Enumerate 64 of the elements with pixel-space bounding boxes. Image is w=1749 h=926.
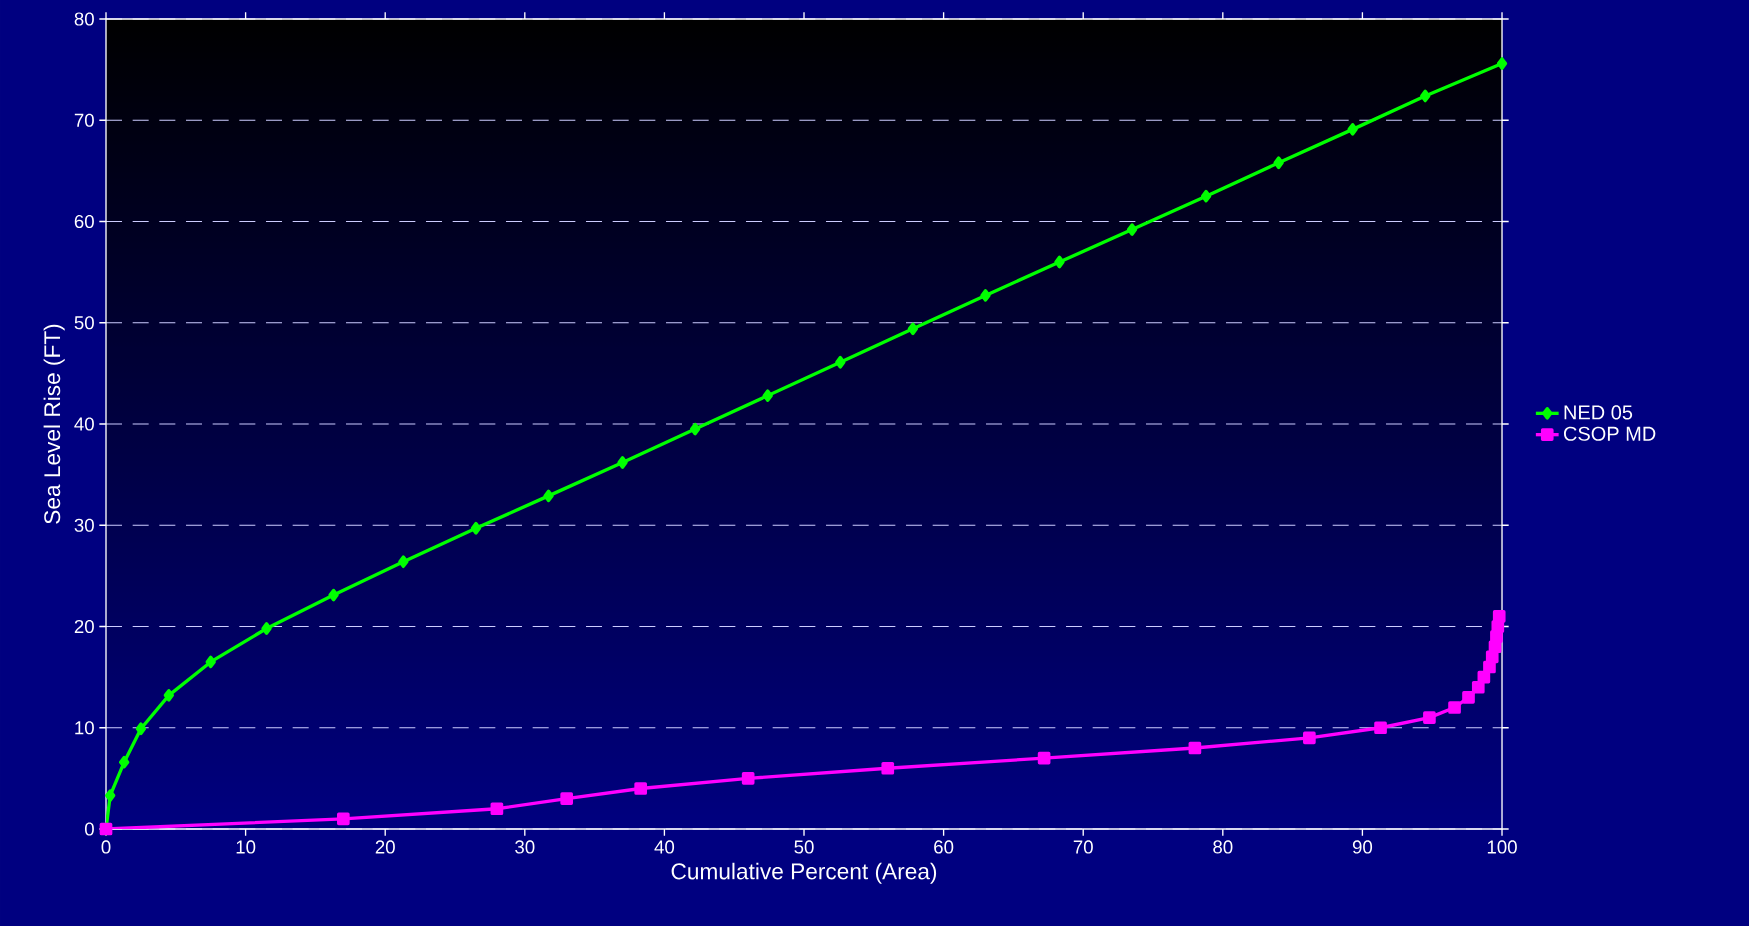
point <box>1054 255 1065 269</box>
point <box>634 782 648 795</box>
point <box>835 355 846 369</box>
x-tick-label: 50 <box>794 840 814 854</box>
y-axis-title: Sea Level Rise (FT) <box>43 324 65 524</box>
y-tick-label: 70 <box>74 113 94 127</box>
point <box>1462 691 1475 704</box>
point <box>881 761 895 775</box>
point <box>762 389 773 402</box>
point <box>1423 711 1436 724</box>
point <box>135 722 147 736</box>
y-tick-label: 50 <box>74 316 94 330</box>
point <box>560 792 574 805</box>
point <box>1347 123 1358 136</box>
y-tick-label: 40 <box>74 417 94 431</box>
x-tick-label: 60 <box>934 840 954 854</box>
x-tick-label: 40 <box>654 840 675 854</box>
x-tick-label: 80 <box>1213 840 1233 854</box>
point <box>543 489 554 503</box>
point <box>1485 650 1499 664</box>
legend-label: CSOP MD <box>1563 426 1656 441</box>
point <box>490 802 504 816</box>
x-tick-label: 70 <box>1073 840 1093 854</box>
point <box>336 812 350 826</box>
point <box>105 789 116 802</box>
x-axis-title: Cumulative Percent (Area) <box>671 862 937 884</box>
point <box>163 689 174 702</box>
point <box>398 555 409 569</box>
legend-label: NED 05 <box>1564 405 1633 420</box>
point <box>689 422 701 436</box>
point <box>1126 223 1138 236</box>
point <box>118 755 130 769</box>
point <box>328 588 339 602</box>
point <box>1200 189 1212 203</box>
point <box>1492 610 1506 623</box>
x-tick-label: 100 <box>1487 840 1517 854</box>
y-tick-label: 10 <box>75 721 94 735</box>
y-tick-label: 30 <box>74 518 94 532</box>
point <box>261 622 272 635</box>
point <box>741 772 755 785</box>
point <box>1273 156 1284 170</box>
point <box>1483 660 1496 674</box>
point <box>1374 721 1387 735</box>
x-tick-label: 20 <box>375 840 395 854</box>
point <box>205 655 216 669</box>
point <box>1496 57 1508 70</box>
y-tick-label: 60 <box>74 214 94 229</box>
point <box>1448 701 1461 714</box>
point <box>617 456 628 469</box>
point <box>1420 89 1431 103</box>
y-tick-label: 80 <box>74 12 94 26</box>
y-tick-label: 20 <box>74 619 94 634</box>
point <box>470 521 482 535</box>
point <box>980 289 991 302</box>
point <box>1188 741 1202 755</box>
point <box>907 322 919 336</box>
x-tick-label: 90 <box>1352 840 1373 854</box>
x-tick-label: 0 <box>101 840 111 854</box>
y-tick-label: 0 <box>84 822 94 836</box>
x-tick-label: 10 <box>236 840 256 854</box>
point <box>1471 680 1485 694</box>
point <box>1037 751 1051 765</box>
x-tick-label: 30 <box>515 840 535 854</box>
point <box>1303 731 1316 745</box>
